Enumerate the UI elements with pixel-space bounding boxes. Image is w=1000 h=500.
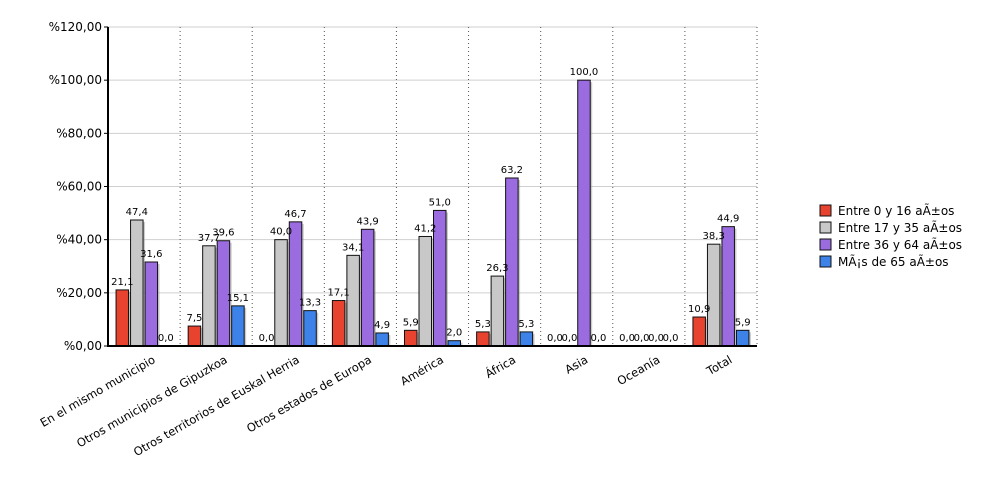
legend-label: Entre 0 y 16 aÃ±os (838, 203, 954, 218)
bar (346, 254, 360, 347)
bar-value-label: 38,3 (703, 231, 725, 242)
bar-value-label: 31,6 (140, 249, 162, 260)
bar-value-label: 17,1 (328, 288, 350, 299)
bar (303, 310, 317, 347)
bar-value-label: 0,0 (562, 333, 578, 344)
bar-value-label: 0,0 (634, 333, 650, 344)
bar-value-label: 47,4 (126, 207, 148, 218)
x-category-label: América (398, 352, 446, 388)
bar-value-label: 63,2 (501, 165, 523, 176)
bar-value-label: 5,9 (403, 317, 419, 328)
bar-value-label: 0,0 (259, 333, 275, 344)
bar (231, 305, 245, 347)
bar-value-label: 2,0 (446, 328, 462, 339)
y-tick-label: %0,00 (64, 339, 102, 353)
bar-value-label: 0,0 (547, 333, 563, 344)
bar (202, 245, 216, 347)
bar (187, 325, 202, 347)
bar (331, 300, 346, 347)
bar-value-label: 46,7 (284, 209, 306, 220)
bar-value-label: 7,5 (186, 313, 202, 324)
y-tick-label: %20,00 (56, 286, 102, 300)
bar-value-label: 43,9 (357, 216, 379, 227)
x-category-label: Total (703, 352, 734, 378)
y-tick-label: %40,00 (56, 233, 102, 247)
bar (404, 329, 418, 347)
legend-label: Entre 36 y 64 aÃ±os (838, 237, 962, 252)
bar-value-label: 21,1 (111, 277, 133, 288)
chart-legend: Entre 0 y 16 aÃ±os Entre 17 y 35 aÃ±os Ent… (819, 203, 962, 269)
bar-value-label: 4,9 (374, 320, 390, 331)
bar-value-label: 0,0 (158, 333, 174, 344)
legend-swatch (819, 221, 832, 234)
bar-value-label: 34,1 (342, 242, 364, 253)
bar-value-label: 5,3 (475, 319, 491, 330)
x-category-label: Oceanía (615, 352, 663, 388)
bar-value-label: 13,3 (299, 298, 321, 309)
legend-label: MÃ¡s de 65 aÃ±os (838, 254, 949, 269)
x-category-label: Otros estados de Europa (244, 352, 374, 435)
value-labels: 21,1 47,4 31,6 0,0 7,5 37,739,6 15,1 0,0 40,0 46,… (111, 67, 750, 344)
bar-value-label: 0,0 (663, 333, 679, 344)
chart-grid (108, 26, 758, 346)
bar-value-label: 26,3 (486, 263, 508, 274)
x-category-label: Asia (562, 352, 590, 376)
bar-value-label: 0,0 (591, 333, 607, 344)
x-category-label: En el mismo municipio (38, 352, 158, 429)
bar (375, 332, 389, 347)
legend-swatch (819, 238, 832, 251)
bar-value-label: 5,9 (735, 317, 751, 328)
bar-value-label: 41,2 (414, 223, 436, 234)
bar (735, 329, 750, 347)
bar (288, 221, 303, 347)
bar-value-label: 100,0 (570, 67, 599, 78)
bar-value-label: 5,3 (518, 319, 534, 330)
legend-swatch (819, 255, 832, 268)
bar (577, 79, 591, 347)
bar (115, 289, 130, 347)
bar-value-label: 0,0 (619, 333, 635, 344)
chart-bars (115, 79, 751, 347)
bar (706, 243, 721, 347)
bar (505, 177, 519, 347)
x-category-label: África (482, 352, 518, 381)
bar-value-label: 39,6 (212, 228, 234, 239)
bar-value-label: 51,0 (429, 197, 451, 208)
y-tick-label: %120,00 (49, 20, 102, 34)
bar (692, 316, 706, 347)
y-tick-label: %100,00 (49, 73, 102, 87)
bar (144, 261, 159, 347)
bar-value-label: 40,0 (270, 227, 292, 238)
bar-value-label: 37,7 (198, 233, 220, 244)
bar-value-label: 0,0 (648, 333, 664, 344)
legend-label: Entre 17 y 35 aÃ±os (838, 220, 962, 235)
bar-value-label: 10,9 (688, 304, 710, 315)
bar (519, 331, 534, 347)
y-axis-ticks: %0,00 %20,00 %40,00 %60,00 %80,00 %100,00 %120… (49, 20, 108, 353)
y-tick-label: %60,00 (56, 180, 102, 194)
bar (721, 226, 735, 347)
bar (476, 331, 490, 347)
bar (274, 239, 288, 347)
bar (418, 235, 432, 347)
bar (490, 275, 505, 347)
legend-swatch (819, 204, 832, 217)
bar-value-label: 15,1 (227, 293, 249, 304)
bar-value-label: 44,9 (717, 214, 739, 225)
y-tick-label: %80,00 (56, 126, 102, 140)
